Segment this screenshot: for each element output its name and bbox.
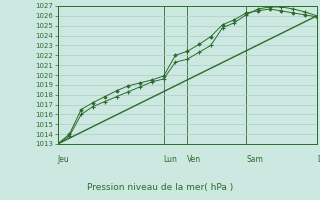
Text: Lun: Lun	[164, 155, 178, 164]
Text: Dim: Dim	[317, 155, 320, 164]
Text: Sam: Sam	[246, 155, 263, 164]
Text: Ven: Ven	[187, 155, 201, 164]
Text: Jeu: Jeu	[58, 155, 69, 164]
Text: Pression niveau de la mer( hPa ): Pression niveau de la mer( hPa )	[87, 183, 233, 192]
